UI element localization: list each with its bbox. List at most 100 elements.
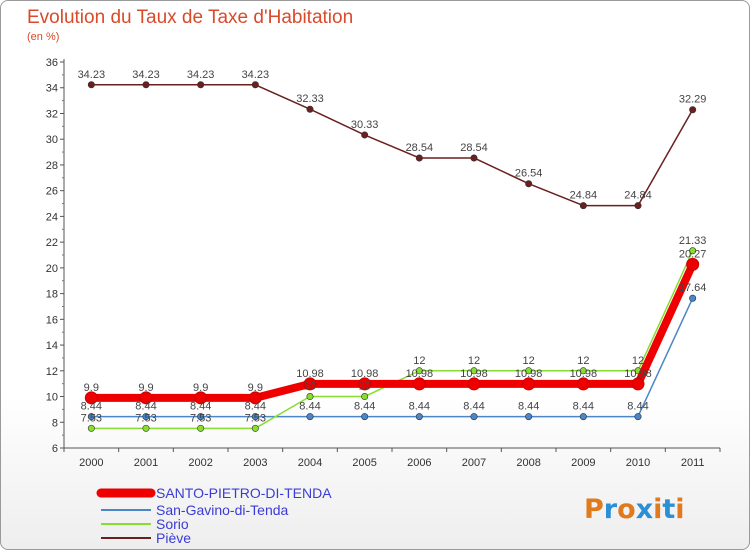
data-point bbox=[525, 367, 533, 375]
data-label: 21.33 bbox=[679, 235, 707, 247]
data-point bbox=[251, 424, 259, 432]
data-label: 10 bbox=[359, 381, 371, 393]
data-label: 10.98 bbox=[406, 368, 434, 380]
data-point bbox=[634, 202, 642, 210]
legend-label: Sorio bbox=[156, 516, 189, 532]
data-point bbox=[87, 81, 95, 89]
data-point bbox=[306, 105, 314, 113]
y-tick-label: 6 bbox=[52, 443, 58, 455]
data-point bbox=[251, 81, 259, 89]
data-label: 8.44 bbox=[245, 401, 266, 413]
data-label: 8.44 bbox=[190, 401, 211, 413]
data-point bbox=[251, 413, 259, 421]
data-point bbox=[579, 413, 587, 421]
data-point bbox=[142, 413, 150, 421]
x-tick-label: 2009 bbox=[571, 457, 595, 469]
data-label: 10.98 bbox=[515, 368, 543, 380]
y-tick-label: 12 bbox=[46, 366, 58, 378]
logo-letter: P bbox=[584, 494, 604, 525]
legend-label: SANTO-PIETRO-DI-TENDA bbox=[156, 485, 332, 501]
x-tick-label: 2008 bbox=[516, 457, 540, 469]
series-line-3 bbox=[91, 84, 694, 207]
data-label: 34.23 bbox=[242, 69, 270, 81]
data-point bbox=[470, 367, 478, 375]
data-label: 9.9 bbox=[138, 382, 153, 394]
data-label: 34.23 bbox=[78, 69, 106, 81]
data-label: 32.29 bbox=[679, 94, 707, 106]
legend: SANTO-PIETRO-DI-TENDASan-Gavino-di-Tenda… bbox=[96, 485, 332, 546]
y-tick-label: 10 bbox=[46, 392, 58, 404]
data-point bbox=[139, 391, 153, 405]
data-label: 17.64 bbox=[679, 282, 707, 294]
data-label: 8.44 bbox=[409, 401, 430, 413]
data-label: 12 bbox=[577, 355, 589, 367]
data-point bbox=[361, 131, 369, 139]
data-point bbox=[522, 377, 536, 391]
y-tick-label: 36 bbox=[46, 57, 58, 69]
series-layer bbox=[84, 81, 700, 432]
data-label: 10.98 bbox=[624, 368, 652, 380]
data-point bbox=[87, 413, 95, 421]
data-label: 8.44 bbox=[354, 401, 375, 413]
data-point bbox=[194, 391, 208, 405]
y-tick-label: 34 bbox=[46, 83, 58, 95]
data-label: 7.53 bbox=[135, 412, 156, 424]
data-point bbox=[470, 413, 478, 421]
data-point bbox=[361, 413, 369, 421]
x-tick-label: 2002 bbox=[188, 457, 212, 469]
data-label: 12 bbox=[523, 355, 535, 367]
data-point bbox=[303, 377, 317, 391]
proxiti-logo: Proxiti bbox=[584, 494, 685, 525]
data-label: 7.53 bbox=[81, 412, 102, 424]
data-label: 9.9 bbox=[193, 382, 208, 394]
data-point bbox=[579, 202, 587, 210]
y-tick-label: 30 bbox=[46, 134, 58, 146]
y-tick-label: 16 bbox=[46, 314, 58, 326]
data-label: 10 bbox=[304, 381, 316, 393]
y-tick-label: 32 bbox=[46, 108, 58, 120]
data-label: 24.84 bbox=[624, 190, 652, 202]
data-point bbox=[415, 367, 423, 375]
logo-letter: r bbox=[604, 494, 618, 525]
data-label: 8.44 bbox=[299, 401, 320, 413]
y-tick-label: 26 bbox=[46, 186, 58, 198]
data-point bbox=[579, 367, 587, 375]
data-label: 12 bbox=[468, 355, 480, 367]
y-tick-label: 18 bbox=[46, 289, 58, 301]
data-point bbox=[197, 424, 205, 432]
data-label: 8.44 bbox=[81, 401, 102, 413]
data-point bbox=[87, 424, 95, 432]
data-label: 20.27 bbox=[679, 248, 707, 260]
y-tick-label: 28 bbox=[46, 160, 58, 172]
series-line-0 bbox=[91, 262, 697, 402]
data-label: 8.44 bbox=[463, 401, 484, 413]
data-point bbox=[197, 81, 205, 89]
axes: 6 8 10 12 14 16 18 20 22 24 26 28 30 32 34 36 2000 2001 20… bbox=[46, 57, 721, 469]
x-tick-label: 2006 bbox=[407, 457, 431, 469]
data-label: 10.98 bbox=[460, 368, 488, 380]
data-label: 10.98 bbox=[296, 368, 324, 380]
x-tick-label: 2010 bbox=[626, 457, 650, 469]
data-label: 9.9 bbox=[248, 382, 263, 394]
legend-label: Pièvе bbox=[156, 530, 191, 546]
logo-letter: i bbox=[653, 494, 662, 525]
data-point bbox=[361, 393, 369, 401]
data-point bbox=[248, 391, 262, 405]
data-label: 10.98 bbox=[570, 368, 598, 380]
data-labels: 9.9 9.9 9.9 9.9 10.98 10.98 10.98 10.98 10.98 10.… bbox=[78, 69, 707, 425]
logo-letter: i bbox=[675, 494, 684, 525]
data-label: 8.44 bbox=[135, 401, 156, 413]
data-label: 7.53 bbox=[190, 412, 211, 424]
data-point bbox=[689, 106, 697, 114]
series-line-1 bbox=[91, 297, 694, 418]
data-label: 30.33 bbox=[351, 119, 379, 131]
x-tick-label: 2004 bbox=[298, 457, 322, 469]
data-point bbox=[415, 413, 423, 421]
data-label: 8.44 bbox=[627, 401, 648, 413]
data-point bbox=[306, 393, 314, 401]
x-tick-label: 2003 bbox=[243, 457, 267, 469]
data-label: 9.9 bbox=[84, 382, 99, 394]
data-label: 28.54 bbox=[460, 142, 488, 154]
y-tick-label: 22 bbox=[46, 237, 58, 249]
logo-letter: t bbox=[662, 494, 675, 525]
